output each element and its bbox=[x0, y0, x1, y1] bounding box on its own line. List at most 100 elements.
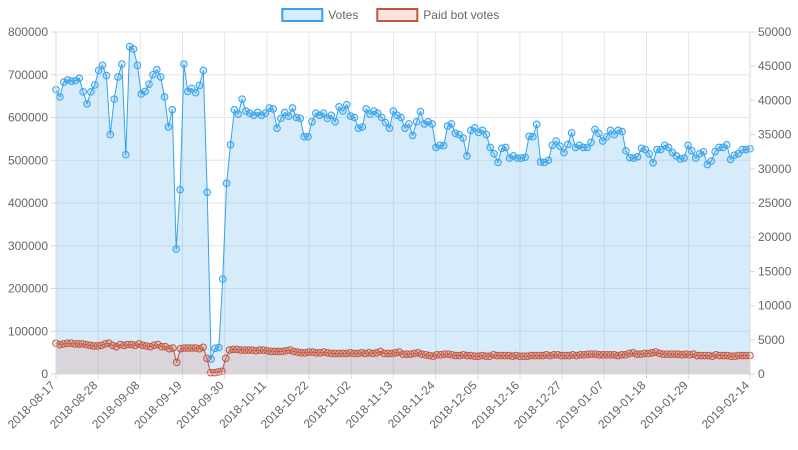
votes-point[interactable] bbox=[467, 126, 475, 135]
votes-point[interactable] bbox=[308, 117, 316, 126]
votes-point[interactable] bbox=[501, 143, 510, 152]
votes-point[interactable] bbox=[94, 66, 103, 75]
votes-point[interactable] bbox=[110, 95, 118, 103]
votes-point[interactable] bbox=[509, 152, 518, 160]
votes-point[interactable] bbox=[191, 88, 200, 97]
votes-point[interactable] bbox=[486, 143, 495, 152]
votes-point[interactable] bbox=[408, 131, 417, 140]
votes-point[interactable] bbox=[141, 87, 149, 96]
votes-point[interactable] bbox=[160, 93, 169, 101]
votes-point[interactable] bbox=[350, 113, 359, 122]
votes-point[interactable] bbox=[362, 105, 370, 113]
votes-point[interactable] bbox=[331, 117, 339, 126]
votes-point[interactable] bbox=[300, 132, 308, 141]
votes-point[interactable] bbox=[482, 130, 491, 139]
votes-point[interactable] bbox=[59, 78, 68, 86]
votes-point[interactable] bbox=[203, 188, 212, 197]
votes-point[interactable] bbox=[284, 112, 293, 121]
votes-point[interactable] bbox=[432, 143, 440, 152]
votes-point[interactable] bbox=[277, 114, 285, 123]
paid-bot-votes-point[interactable] bbox=[376, 347, 385, 356]
votes-point[interactable] bbox=[377, 113, 386, 122]
votes-point[interactable] bbox=[490, 150, 498, 158]
paid-bot-votes-point[interactable] bbox=[105, 339, 113, 348]
votes-point[interactable] bbox=[463, 152, 471, 160]
votes-point[interactable] bbox=[339, 107, 347, 115]
votes-point[interactable] bbox=[172, 245, 180, 253]
votes-point[interactable] bbox=[129, 45, 138, 53]
votes-point[interactable] bbox=[653, 145, 661, 154]
votes-point[interactable] bbox=[684, 141, 692, 150]
votes-point[interactable] bbox=[660, 141, 669, 150]
votes-point[interactable] bbox=[416, 107, 425, 116]
votes-point[interactable] bbox=[602, 132, 611, 141]
votes-point[interactable] bbox=[680, 154, 688, 162]
votes-point[interactable] bbox=[459, 134, 467, 142]
paid-bot-votes-point[interactable] bbox=[395, 348, 404, 356]
votes-point[interactable] bbox=[304, 132, 312, 141]
votes-point[interactable] bbox=[87, 88, 95, 96]
votes-point[interactable] bbox=[311, 109, 320, 118]
votes-point[interactable] bbox=[114, 73, 122, 81]
votes-point[interactable] bbox=[226, 141, 235, 149]
votes-point[interactable] bbox=[633, 153, 642, 161]
votes-point[interactable] bbox=[273, 124, 281, 132]
votes-point[interactable] bbox=[513, 154, 522, 162]
votes-point[interactable] bbox=[75, 74, 84, 82]
votes-point[interactable] bbox=[218, 275, 227, 283]
votes-point[interactable] bbox=[257, 111, 266, 120]
votes-point[interactable] bbox=[269, 105, 277, 113]
votes-point[interactable] bbox=[583, 143, 591, 152]
votes-point[interactable] bbox=[71, 76, 80, 85]
paid-bot-votes-point[interactable] bbox=[112, 342, 121, 351]
votes-point[interactable] bbox=[529, 132, 537, 141]
votes-point[interactable] bbox=[125, 42, 134, 51]
votes-point[interactable] bbox=[195, 81, 204, 90]
votes-point[interactable] bbox=[439, 141, 448, 150]
votes-point[interactable] bbox=[556, 142, 564, 150]
votes-point[interactable] bbox=[199, 66, 208, 75]
votes-point[interactable] bbox=[715, 143, 723, 152]
votes-point[interactable] bbox=[106, 130, 115, 139]
votes-point[interactable] bbox=[695, 150, 704, 158]
votes-point[interactable] bbox=[412, 117, 421, 126]
votes-point[interactable] bbox=[532, 120, 541, 129]
votes-point[interactable] bbox=[719, 143, 727, 152]
votes-point[interactable] bbox=[688, 147, 696, 155]
votes-point[interactable] bbox=[594, 129, 603, 138]
votes-point[interactable] bbox=[664, 143, 673, 152]
paid-bot-votes-point[interactable] bbox=[161, 342, 170, 351]
votes-point[interactable] bbox=[180, 60, 188, 68]
votes-point[interactable] bbox=[121, 150, 130, 159]
votes-point[interactable] bbox=[540, 158, 549, 167]
votes-point[interactable] bbox=[649, 159, 657, 167]
votes-point[interactable] bbox=[168, 106, 177, 114]
votes-point[interactable] bbox=[234, 110, 243, 118]
votes-point[interactable] bbox=[222, 179, 231, 188]
legend-label-votes[interactable]: Votes bbox=[328, 8, 358, 22]
votes-point[interactable] bbox=[79, 88, 87, 96]
votes-point[interactable] bbox=[505, 154, 514, 162]
votes-point[interactable] bbox=[381, 118, 390, 127]
legend-swatch-votes[interactable] bbox=[281, 8, 324, 22]
legend-swatch-paid-bot-votes[interactable] bbox=[376, 8, 419, 22]
votes-point[interactable] bbox=[370, 107, 378, 115]
votes-point[interactable] bbox=[319, 109, 328, 118]
votes-point[interactable] bbox=[552, 137, 560, 145]
paid-bot-votes-point[interactable] bbox=[169, 344, 177, 352]
legend-label-paid-bot-votes[interactable]: Paid bot votes bbox=[423, 8, 499, 22]
votes-point[interactable] bbox=[296, 114, 305, 123]
votes-point[interactable] bbox=[164, 123, 173, 131]
votes-point[interactable] bbox=[521, 153, 529, 162]
votes-point[interactable] bbox=[563, 140, 572, 149]
votes-point[interactable] bbox=[153, 65, 161, 74]
votes-point[interactable] bbox=[571, 143, 580, 152]
votes-point[interactable] bbox=[618, 127, 626, 136]
votes-point[interactable] bbox=[102, 71, 111, 80]
votes-point[interactable] bbox=[133, 61, 142, 70]
legend-item-paid-bot-votes[interactable]: Paid bot votes bbox=[376, 8, 499, 22]
votes-point[interactable] bbox=[238, 95, 246, 103]
votes-point[interactable] bbox=[358, 123, 367, 131]
votes-point[interactable] bbox=[156, 73, 165, 81]
paid-bot-votes-point[interactable] bbox=[172, 358, 181, 367]
